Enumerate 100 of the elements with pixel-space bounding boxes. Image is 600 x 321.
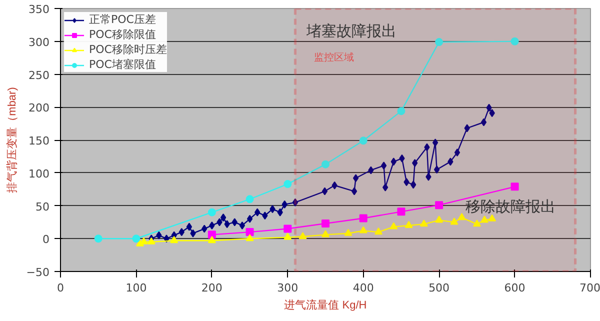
point <box>352 174 359 182</box>
point <box>426 172 432 181</box>
point <box>282 200 288 208</box>
y-tick-label: 350 <box>28 3 50 16</box>
point <box>390 222 398 230</box>
point <box>374 228 382 235</box>
point <box>450 218 458 225</box>
point <box>380 162 387 170</box>
point <box>510 37 519 46</box>
x-tick-label: 100 <box>126 282 147 294</box>
point <box>464 124 470 132</box>
point <box>208 236 216 244</box>
point <box>424 143 430 152</box>
point <box>292 198 298 206</box>
point <box>420 220 428 227</box>
point <box>284 224 292 233</box>
point <box>322 160 330 168</box>
point <box>434 166 440 174</box>
point <box>404 178 410 186</box>
point <box>246 195 254 204</box>
point <box>220 214 226 222</box>
point <box>510 182 519 191</box>
y-tick-label: −50 <box>26 266 50 279</box>
point <box>382 183 388 192</box>
annotation: 监控区域 <box>314 52 354 64</box>
point <box>359 136 368 145</box>
point <box>332 181 338 190</box>
y-tick-label: 200 <box>28 102 50 115</box>
point <box>410 180 416 189</box>
legend-label: POC移除限值 <box>89 27 156 42</box>
x-axis-title: 进气流量值 Kg/H <box>284 298 367 312</box>
point <box>246 214 253 223</box>
point <box>239 221 246 230</box>
point <box>132 234 140 243</box>
point <box>322 187 328 196</box>
y-tick-label: 100 <box>28 167 50 180</box>
point <box>284 232 292 240</box>
point <box>178 228 184 236</box>
point <box>359 226 368 234</box>
point <box>399 154 405 162</box>
point <box>208 208 216 216</box>
point <box>156 231 162 240</box>
point <box>390 158 396 166</box>
point <box>298 232 307 240</box>
point <box>404 220 413 228</box>
point <box>432 138 438 147</box>
x-tick-label: 400 <box>352 282 374 294</box>
point <box>170 236 178 244</box>
point <box>448 158 454 166</box>
point <box>486 104 492 112</box>
point <box>186 222 192 231</box>
point <box>472 220 481 227</box>
x-tick-label: 700 <box>580 282 600 294</box>
point <box>246 234 254 242</box>
point <box>224 220 230 228</box>
y-tick-label: 300 <box>28 36 50 49</box>
point <box>190 229 196 238</box>
point <box>435 38 444 46</box>
point <box>489 109 495 118</box>
point <box>270 205 276 214</box>
x-tick-label: 0 <box>57 282 64 294</box>
point <box>351 187 358 196</box>
point <box>368 166 374 174</box>
point <box>147 237 156 244</box>
point <box>454 148 460 156</box>
y-tick-label: 50 <box>36 200 50 214</box>
point <box>480 118 487 126</box>
point <box>359 214 368 222</box>
point <box>254 208 260 216</box>
legend-label: POC移除时压差 <box>89 42 167 57</box>
point <box>488 214 496 222</box>
point <box>262 212 268 220</box>
y-tick-label: 250 <box>28 68 50 82</box>
y-tick-label: 150 <box>28 134 50 148</box>
point <box>216 218 222 226</box>
point <box>246 228 254 236</box>
point <box>480 216 488 223</box>
point <box>435 201 444 210</box>
point <box>397 107 406 116</box>
y-tick-label: 0 <box>42 233 50 246</box>
point <box>397 208 406 216</box>
annotation: 堵塞故障报出 <box>306 22 397 40</box>
x-tick-label: 300 <box>277 282 298 294</box>
point <box>344 228 352 236</box>
legend-label: POC堵塞限值 <box>89 57 156 72</box>
point <box>412 159 418 168</box>
x-tick-label: 600 <box>504 282 526 294</box>
legend-label: 正常POC压差 <box>89 12 156 27</box>
point <box>208 230 216 239</box>
y-axis-title: 排气背压变量（mbar) <box>5 87 18 193</box>
x-tick-label: 200 <box>201 282 222 294</box>
point <box>458 213 466 220</box>
point <box>322 230 330 238</box>
point <box>209 221 215 230</box>
x-tick-label: 500 <box>428 282 450 294</box>
point <box>202 224 208 233</box>
point <box>284 180 292 188</box>
point <box>94 234 102 243</box>
point <box>277 208 283 216</box>
point <box>435 216 444 223</box>
